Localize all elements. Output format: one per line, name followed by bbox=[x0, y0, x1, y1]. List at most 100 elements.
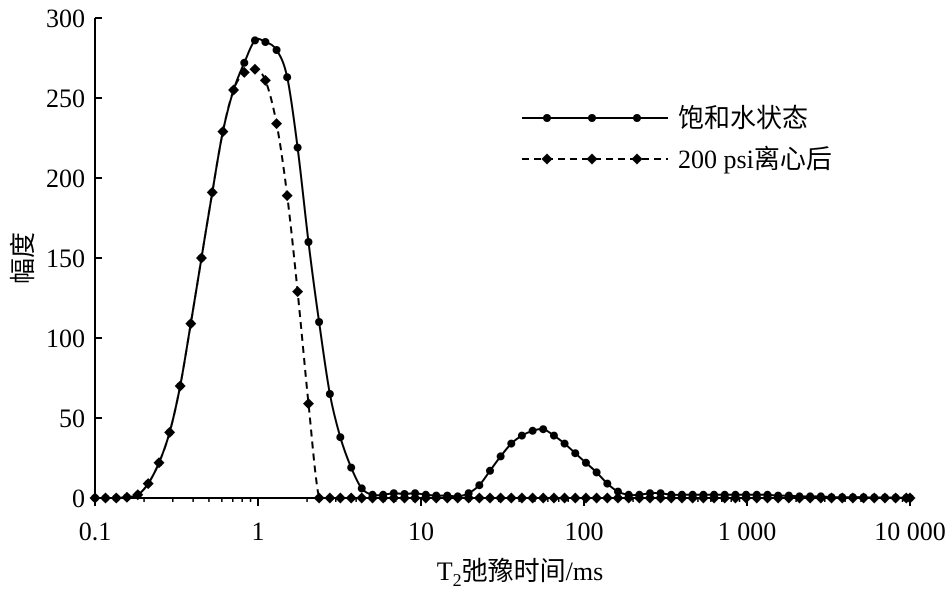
legend-label: 200 psi离心后 bbox=[678, 145, 832, 174]
data-point bbox=[505, 492, 517, 504]
data-point bbox=[357, 484, 366, 493]
data-point bbox=[100, 492, 112, 504]
data-point bbox=[356, 492, 368, 504]
data-point bbox=[793, 492, 805, 504]
data-point bbox=[847, 492, 859, 504]
legend-marker bbox=[631, 153, 643, 165]
data-point bbox=[485, 466, 494, 475]
legend-marker bbox=[543, 114, 551, 122]
data-point bbox=[613, 487, 622, 496]
data-point bbox=[195, 252, 207, 264]
data-point bbox=[240, 58, 249, 67]
data-point bbox=[549, 431, 558, 440]
data-point bbox=[441, 492, 453, 504]
data-point bbox=[569, 492, 581, 504]
data-point bbox=[697, 492, 709, 504]
legend-item-2: 200 psi离心后 bbox=[522, 145, 832, 174]
data-point bbox=[238, 66, 250, 78]
data-point bbox=[858, 492, 870, 504]
data-point bbox=[815, 492, 827, 504]
data-point bbox=[761, 492, 773, 504]
data-point bbox=[228, 84, 240, 96]
legend: 饱和水状态 200 psi离心后 bbox=[522, 104, 832, 174]
data-point bbox=[473, 492, 485, 504]
y-tick-label: 250 bbox=[46, 84, 85, 113]
data-point bbox=[272, 46, 281, 54]
data-point bbox=[132, 489, 144, 501]
series-2 bbox=[89, 63, 916, 504]
data-point bbox=[591, 492, 603, 504]
data-point bbox=[665, 492, 677, 504]
data-point bbox=[517, 431, 526, 440]
data-point bbox=[334, 492, 346, 504]
data-point bbox=[345, 492, 357, 504]
ticks: 0 50 100 150 200 250 300 0.1 1 10 100 1 000 10 000 bbox=[46, 4, 945, 546]
x-tick-label: 100 bbox=[565, 517, 604, 546]
legend-label: 饱和水状态 bbox=[678, 104, 808, 133]
y-tick-label: 0 bbox=[72, 484, 85, 513]
data-point bbox=[528, 426, 537, 435]
data-point bbox=[537, 492, 549, 504]
data-point bbox=[655, 492, 667, 504]
legend-marker bbox=[588, 114, 596, 122]
data-point bbox=[804, 492, 816, 504]
data-point bbox=[751, 492, 763, 504]
data-point bbox=[388, 492, 400, 504]
data-point bbox=[836, 492, 848, 504]
data-point bbox=[826, 492, 838, 504]
y-tick-label: 150 bbox=[46, 244, 85, 273]
data-point bbox=[409, 492, 421, 504]
data-point bbox=[548, 492, 560, 504]
series-line bbox=[95, 67, 910, 499]
data-point bbox=[612, 492, 624, 504]
y-tick-label: 100 bbox=[46, 324, 85, 353]
data-point bbox=[420, 492, 432, 504]
data-point bbox=[185, 318, 197, 330]
legend-marker bbox=[586, 153, 598, 165]
data-point bbox=[121, 491, 133, 503]
data-point bbox=[783, 492, 795, 504]
data-point bbox=[313, 492, 325, 504]
y-axis-title: 幅度 bbox=[9, 232, 38, 284]
data-point bbox=[174, 380, 186, 392]
data-point bbox=[366, 492, 378, 504]
data-point bbox=[324, 492, 336, 504]
legend-marker bbox=[541, 153, 553, 165]
data-point bbox=[325, 390, 334, 398]
data-point bbox=[463, 492, 475, 504]
data-point bbox=[729, 492, 741, 504]
y-tick-label: 300 bbox=[46, 4, 85, 33]
data-point bbox=[142, 478, 154, 490]
data-point bbox=[592, 468, 601, 477]
data-point bbox=[581, 458, 590, 467]
data-point bbox=[315, 318, 324, 326]
data-point bbox=[484, 492, 496, 504]
data-point bbox=[261, 38, 270, 46]
data-point bbox=[633, 492, 645, 504]
data-point bbox=[687, 492, 699, 504]
data-point bbox=[560, 439, 569, 448]
data-point bbox=[708, 492, 720, 504]
data-point bbox=[644, 492, 656, 504]
data-point bbox=[719, 492, 731, 504]
data-point bbox=[283, 73, 292, 82]
data-point bbox=[559, 492, 571, 504]
x-tick-label: 10 bbox=[408, 517, 434, 546]
data-point bbox=[302, 398, 314, 410]
data-point bbox=[336, 433, 345, 442]
y-tick-label: 50 bbox=[59, 404, 85, 433]
data-point bbox=[868, 492, 880, 504]
y-tick-label: 200 bbox=[46, 164, 85, 193]
data-point bbox=[377, 492, 389, 504]
x-axis-title: T2弛豫时间/ms bbox=[437, 557, 603, 590]
data-point bbox=[571, 449, 580, 458]
data-point bbox=[164, 426, 176, 438]
data-point bbox=[217, 126, 229, 138]
data-point bbox=[527, 492, 539, 504]
legend-item-1: 饱和水状态 bbox=[522, 104, 808, 133]
data-point bbox=[153, 457, 165, 469]
data-point bbox=[110, 492, 122, 504]
data-point bbox=[879, 492, 891, 504]
data-point bbox=[281, 190, 293, 202]
